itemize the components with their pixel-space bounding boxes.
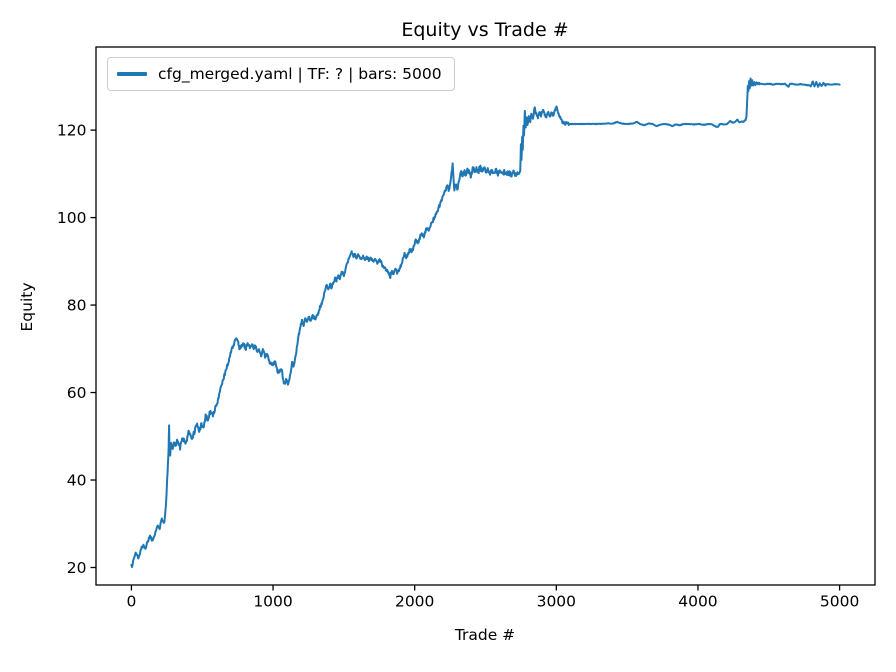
x-tick-label: 5000 [820, 593, 859, 611]
x-tick-label: 0 [126, 593, 136, 611]
y-tick-label: 120 [57, 122, 87, 140]
y-tick-label: 80 [67, 297, 87, 315]
y-tick-label: 60 [67, 384, 87, 402]
legend-line-swatch [117, 72, 147, 76]
equity-line [130, 77, 841, 569]
y-tick-label: 20 [67, 559, 87, 577]
x-tick-label: 4000 [678, 593, 717, 611]
y-tick-label: 40 [67, 472, 87, 490]
y-tick-label: 100 [57, 209, 87, 227]
x-tick-label: 1000 [253, 593, 292, 611]
chart-title: Equity vs Trade # [401, 19, 569, 41]
x-tick-label: 3000 [537, 593, 576, 611]
legend: cfg_merged.yaml | TF: ? | bars: 5000 [107, 57, 455, 91]
x-tick-label: 2000 [395, 593, 434, 611]
x-axis-label: Trade # [454, 626, 516, 644]
legend-label: cfg_merged.yaml | TF: ? | bars: 5000 [158, 65, 442, 83]
axes-frame [95, 46, 876, 586]
y-axis-label: Equity [18, 282, 36, 332]
